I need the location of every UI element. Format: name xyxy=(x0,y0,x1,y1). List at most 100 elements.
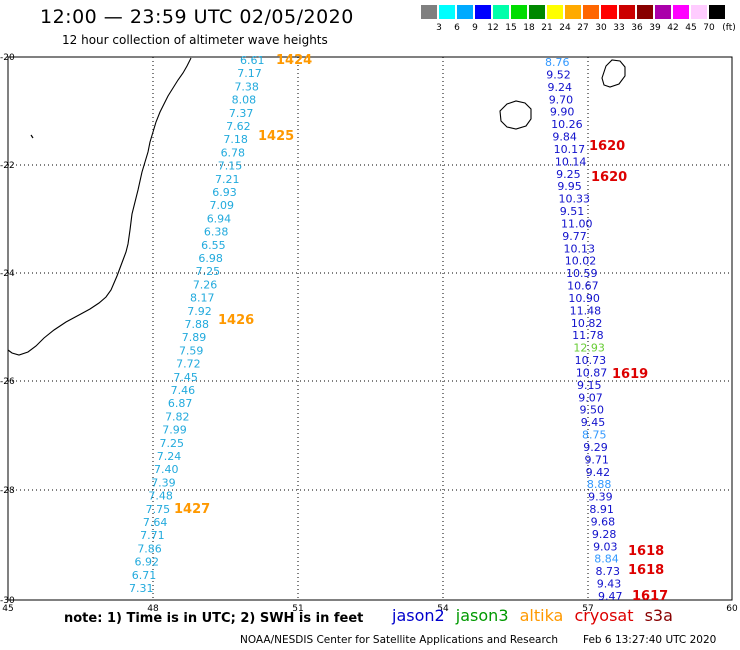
lat-tick-label: -26 xyxy=(0,377,15,387)
sat-s3a: s3a xyxy=(644,606,673,625)
swh-value: 8.75 xyxy=(582,429,607,442)
islet xyxy=(30,134,34,139)
pass-number: 1620 xyxy=(591,170,627,185)
credit-line: NOAA/NESDIS Center for Satellite Applica… xyxy=(240,634,558,646)
legend-label: 33 xyxy=(613,23,625,33)
legend-swatch xyxy=(529,5,545,19)
swh-value: 9.43 xyxy=(597,578,622,591)
swh-value: 8.88 xyxy=(587,478,612,491)
lat-tick-label: -24 xyxy=(0,269,15,279)
swh-value: 7.37 xyxy=(229,107,254,120)
swh-value: 8.73 xyxy=(596,565,621,578)
swh-value: 9.90 xyxy=(550,106,575,119)
swh-value: 7.48 xyxy=(148,490,173,503)
creation-timestamp: Feb 6 13:27:40 UTC 2020 xyxy=(583,634,717,646)
swh-value: 7.86 xyxy=(137,542,162,555)
lon-tick-label: 60 xyxy=(726,604,738,614)
swh-value: 8.08 xyxy=(232,94,256,107)
lat-lon-grid xyxy=(8,57,732,600)
swh-value: 6.87 xyxy=(168,397,193,410)
swh-value: 6.71 xyxy=(132,569,157,582)
swh-value: 9.84 xyxy=(552,131,577,144)
swh-value: 9.28 xyxy=(592,528,617,541)
swh-value: 10.13 xyxy=(563,242,595,255)
swh-value: 10.17 xyxy=(554,143,586,156)
swh-value: 10.82 xyxy=(571,317,603,330)
swh-value: 6.55 xyxy=(201,239,226,252)
legend-swatch xyxy=(439,5,455,19)
map-frame xyxy=(7,56,733,601)
lon-tick-label: 51 xyxy=(292,604,303,614)
swh-value: 7.18 xyxy=(223,133,248,146)
swh-value: 8.76 xyxy=(545,56,570,69)
swh-value: 7.82 xyxy=(165,410,190,423)
legend-label: 24 xyxy=(559,23,571,33)
legend-swatch xyxy=(601,5,617,19)
swh-value: 10.02 xyxy=(565,255,597,268)
pass-number: 1620 xyxy=(589,139,625,154)
legend-label: 12 xyxy=(487,23,499,33)
swh-value: 7.46 xyxy=(171,384,196,397)
altika-track-values: 6.617.177.388.087.377.627.186.787.157.21… xyxy=(129,54,265,595)
legend-label: 15 xyxy=(505,23,517,33)
swh-value: 7.99 xyxy=(162,424,187,437)
swh-value: 11.78 xyxy=(572,329,604,342)
swh-value: 7.71 xyxy=(140,529,165,542)
swh-value: 10.14 xyxy=(555,155,587,168)
swh-value: 9.77 xyxy=(562,230,587,243)
footer-note: note: 1) Time is in UTC; 2) SWH is in fe… xyxy=(64,611,364,626)
swh-value: 6.98 xyxy=(198,252,223,265)
legend-label: 39 xyxy=(649,23,661,33)
swh-value: 10.73 xyxy=(575,354,607,367)
swh-value: 8.91 xyxy=(589,503,614,516)
sat-cryosat: cryosat xyxy=(574,606,634,625)
pass-number: 1617 xyxy=(632,589,668,604)
madagascar-coast xyxy=(7,57,192,356)
sat-jason3: jason3 xyxy=(455,606,509,625)
sat-jason2: jason2 xyxy=(392,606,445,625)
legend-swatch xyxy=(691,5,707,19)
swh-value: 9.50 xyxy=(580,404,605,417)
legend-swatch xyxy=(493,5,509,19)
legend-label: 9 xyxy=(472,23,478,33)
swh-value: 9.42 xyxy=(586,466,611,479)
legend-swatch xyxy=(475,5,491,19)
lat-tick-label: -30 xyxy=(0,596,15,606)
swh-value: 9.07 xyxy=(578,391,603,404)
lon-tick-label: 57 xyxy=(582,604,593,614)
lat-tick-label: -22 xyxy=(0,161,15,171)
swh-value: 7.09 xyxy=(209,199,234,212)
satellite-legend: jason2 jason3 altika cryosat s3a xyxy=(392,606,679,625)
legend-unit: (ft) xyxy=(722,23,736,33)
legend-swatch xyxy=(673,5,689,19)
swh-value: 9.45 xyxy=(581,416,606,429)
legend-label: 27 xyxy=(577,23,589,33)
pass-number: 1427 xyxy=(174,502,210,517)
legend-label: 42 xyxy=(667,23,679,33)
swh-value: 7.75 xyxy=(146,503,171,516)
swh-value: 7.64 xyxy=(143,516,168,529)
lon-tick-label: 45 xyxy=(2,604,13,614)
swh-value: 8.84 xyxy=(594,553,619,566)
legend-swatch xyxy=(457,5,473,19)
coastline xyxy=(7,57,626,356)
lon-tick-label: 48 xyxy=(147,604,159,614)
legend-label: 30 xyxy=(595,23,607,33)
swh-value: 7.17 xyxy=(237,67,262,80)
altika-pass-labels: 1424 1425 1426 1427 xyxy=(174,53,312,517)
swh-value: 7.24 xyxy=(157,450,182,463)
swh-value: 6.38 xyxy=(204,226,229,239)
swh-value: 6.61 xyxy=(240,54,265,67)
swh-value: 7.89 xyxy=(182,331,207,344)
legend-swatch xyxy=(637,5,653,19)
legend-label: 21 xyxy=(541,23,553,33)
swh-value: 9.47 xyxy=(598,590,623,603)
mauritius-island xyxy=(601,59,626,88)
swh-value: 9.24 xyxy=(547,81,572,94)
swh-value: 7.88 xyxy=(185,318,210,331)
swh-value: 12.93 xyxy=(573,342,605,355)
swh-value: 7.25 xyxy=(196,265,221,278)
legend-swatch xyxy=(709,5,725,19)
cryosat-track-values: 8.769.529.249.709.9010.269.8410.1710.149… xyxy=(545,56,623,603)
swh-value: 10.33 xyxy=(559,193,591,206)
